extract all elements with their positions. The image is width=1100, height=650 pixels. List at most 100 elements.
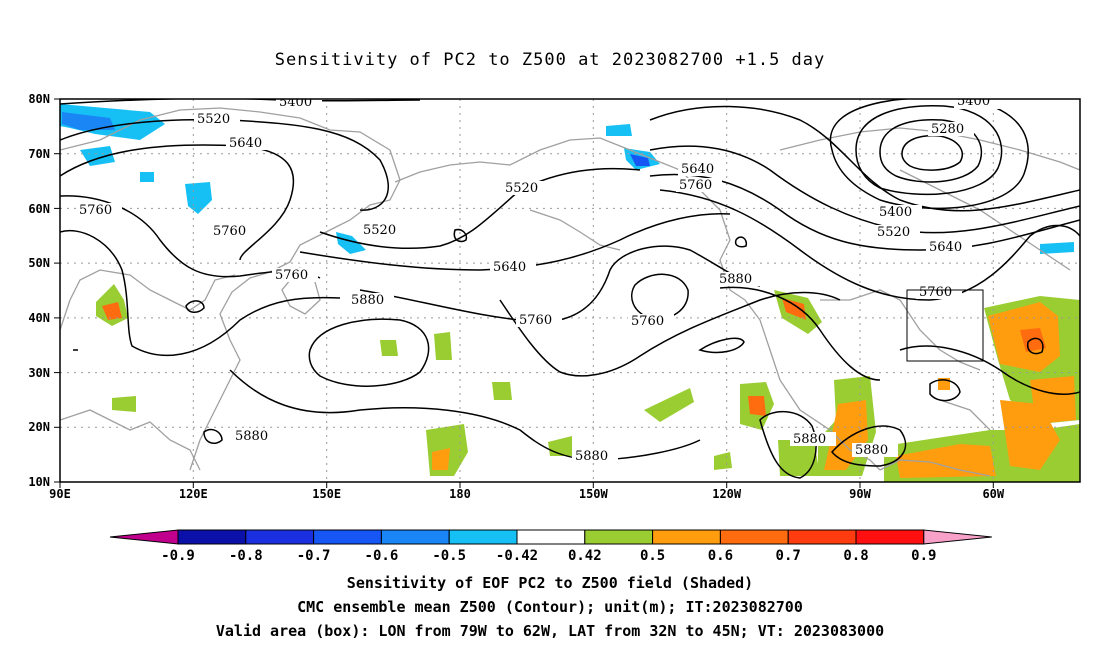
colorbar-swatch bbox=[652, 529, 721, 545]
contour-5880-small4 bbox=[203, 428, 223, 445]
pos-shade-18 bbox=[714, 452, 732, 470]
contour-label-text: 5640 bbox=[229, 136, 262, 151]
lat-label: 30N bbox=[28, 366, 50, 380]
lat-label: 80N bbox=[28, 92, 50, 106]
contour-5880-small3 bbox=[698, 337, 745, 354]
colorbar-swatch bbox=[584, 529, 654, 545]
pos-shade-10 bbox=[778, 440, 820, 476]
contour-label: 5520 bbox=[360, 223, 406, 238]
colorbar-label: 0.42 bbox=[568, 548, 602, 564]
colorbar-label: -0.42 bbox=[496, 548, 538, 564]
caption-line-3: Valid area (box): LON from 79W to 62W, L… bbox=[215, 622, 885, 640]
map-frame bbox=[59, 98, 1081, 483]
contour-label: 5760 bbox=[210, 224, 256, 239]
lat-label: 70N bbox=[28, 147, 50, 161]
contour-label-text: 5880 bbox=[793, 432, 826, 447]
colorbar-label: -0.9 bbox=[161, 548, 195, 564]
colorbar-label: 0.6 bbox=[708, 548, 733, 564]
colorbar-swatch bbox=[516, 529, 586, 545]
contour-low-5280-1 bbox=[901, 134, 963, 171]
pos-shade-11b bbox=[896, 444, 996, 478]
pos-shade-1b bbox=[102, 302, 122, 320]
contour-label-text: 5880 bbox=[351, 293, 384, 308]
pos-shade-2 bbox=[380, 340, 398, 356]
colorbar-swatch bbox=[313, 529, 382, 545]
contour-label: 5880 bbox=[348, 293, 394, 308]
pos-shade-4b bbox=[432, 448, 450, 470]
contour-label: 5760 bbox=[916, 285, 962, 300]
neg-shade-3 bbox=[185, 182, 212, 214]
contour-label: 5760 bbox=[516, 313, 562, 328]
contour-label: 5760 bbox=[628, 314, 674, 329]
contour-label: 5880 bbox=[572, 449, 618, 464]
contour-label: 5400 bbox=[276, 95, 322, 110]
colorbar-label: -0.5 bbox=[432, 548, 466, 564]
colorbar-label: 0.5 bbox=[640, 548, 665, 564]
contour-5880-small2 bbox=[1026, 337, 1044, 355]
contour-5880-atl bbox=[899, 345, 1080, 395]
lon-label: 150E bbox=[312, 487, 341, 501]
lon-label: 60W bbox=[982, 487, 1004, 501]
neg-shade-7 bbox=[140, 172, 154, 182]
valid-area-box bbox=[906, 289, 984, 362]
contour-label: 5760 bbox=[272, 268, 318, 283]
colorbar-swatch bbox=[380, 529, 450, 545]
contour-label: 5640 bbox=[490, 260, 536, 275]
pos-shade-3 bbox=[434, 332, 452, 360]
contour-label: 5520 bbox=[502, 181, 548, 196]
contour-label-text: 5520 bbox=[877, 225, 910, 240]
neg-shade-6b bbox=[630, 154, 650, 166]
lat-label: 40N bbox=[28, 311, 50, 325]
neg-shade-8 bbox=[1040, 242, 1074, 254]
contour-label: 5640 bbox=[926, 240, 972, 255]
contour-label-text: 5640 bbox=[493, 260, 526, 275]
lat-labels: 80N 70N 60N 50N 40N 30N 20N 10N bbox=[28, 92, 50, 489]
neg-shade-4 bbox=[336, 232, 366, 254]
contour-label: 5520 bbox=[194, 112, 240, 127]
contour-label-text: 5760 bbox=[213, 224, 246, 239]
lat-label: 50N bbox=[28, 256, 50, 270]
sensitivity-shading bbox=[60, 104, 1080, 482]
colorbar-label: -0.8 bbox=[229, 548, 263, 564]
pos-shade-8b bbox=[782, 298, 806, 320]
contour-label: 5880 bbox=[232, 429, 278, 444]
pos-shade-5 bbox=[492, 382, 512, 400]
gridlines bbox=[60, 99, 1080, 482]
contour-label-text: 5880 bbox=[719, 272, 752, 287]
pos-shade-7b bbox=[748, 396, 766, 416]
contour-label-text: 5400 bbox=[279, 95, 312, 110]
lat-label: 60N bbox=[28, 202, 50, 216]
colorbar-swatch bbox=[448, 529, 518, 545]
pos-shade-6 bbox=[644, 388, 694, 422]
contour-label: 5400 bbox=[954, 99, 1000, 109]
colorbar-label: 0.8 bbox=[843, 548, 868, 564]
lon-label: 120W bbox=[712, 487, 742, 501]
contour-5520-west bbox=[60, 118, 390, 211]
contour-label-text: 5760 bbox=[679, 178, 712, 193]
contour-east-5880 bbox=[719, 286, 881, 381]
neg-shade-1b bbox=[62, 112, 115, 130]
colorbar: -0.9 -0.8 -0.7 -0.6 -0.5 -0.42 0.42 0.5 0.6 0.7 0.… bbox=[109, 529, 992, 564]
colorbar-label: 0.7 bbox=[776, 548, 801, 564]
contour-label-text: 5760 bbox=[79, 203, 112, 218]
lon-label: 90E bbox=[49, 487, 71, 501]
colorbar-swatch bbox=[177, 529, 247, 545]
colorbar-swatch bbox=[245, 529, 315, 545]
contour-5880-gulf bbox=[831, 425, 907, 467]
contour-low-5280-4 bbox=[829, 99, 1029, 210]
contour-centre-5760 bbox=[359, 245, 761, 323]
map-title: Sensitivity of PC2 to Z500 at 2023082700… bbox=[274, 50, 826, 70]
colorbar-label: 0.9 bbox=[911, 548, 936, 564]
contour-small-180 bbox=[453, 228, 468, 243]
contour-label: 5880 bbox=[790, 432, 836, 447]
caption-line-2: CMC ensemble mean Z500 (Contour); unit(m… bbox=[297, 598, 803, 616]
contour-centre-5520 bbox=[319, 167, 641, 250]
contour-label-text: 5880 bbox=[235, 429, 268, 444]
contour-label: 5280 bbox=[928, 122, 974, 137]
contour-label: 5520 bbox=[874, 225, 920, 240]
contour-label-text: 5640 bbox=[929, 240, 962, 255]
contour-label-text: 5280 bbox=[931, 122, 964, 137]
lat-label: 20N bbox=[28, 420, 50, 434]
contour-label: 5640 bbox=[226, 136, 272, 151]
